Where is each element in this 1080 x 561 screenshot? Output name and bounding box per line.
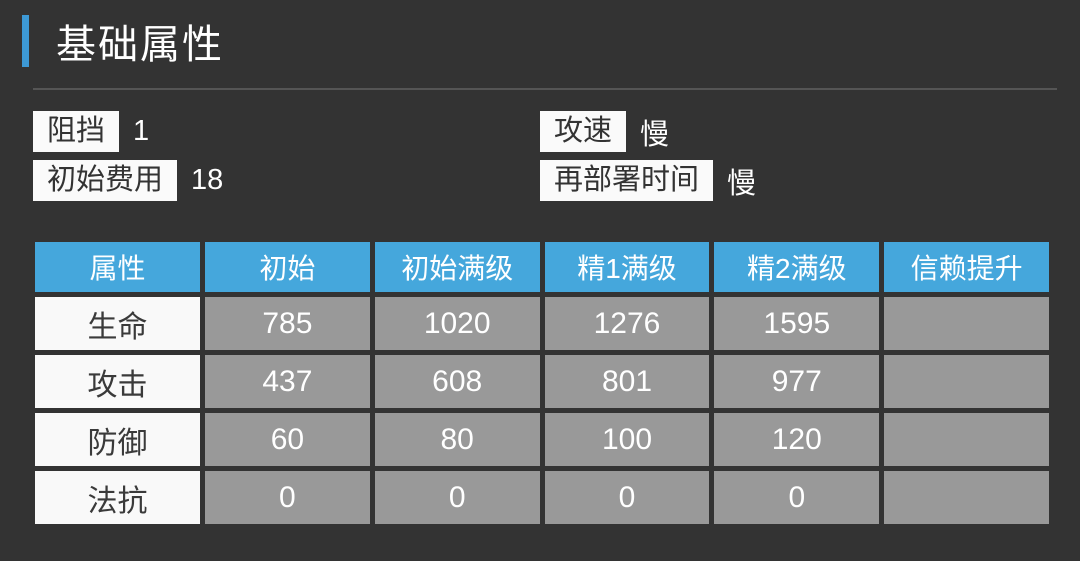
stat-value-attack-speed: 慢	[640, 118, 670, 151]
stat-cell: 608	[369, 350, 545, 413]
table-header-row: 属性 初始 初始满级 精1满级 精2满级 信赖提升	[30, 237, 1054, 297]
stat-cell: 801	[539, 350, 715, 413]
stat-label-block: 阻挡	[33, 111, 120, 152]
stat-cell-trust	[879, 350, 1054, 413]
header-cell-attribute: 属性	[30, 237, 205, 297]
table-row-res: 法抗 0 0 0 0	[30, 466, 1054, 529]
stat-cell: 0	[200, 466, 375, 529]
stat-cell: 120	[709, 408, 885, 471]
stat-label-initial-cost: 初始费用	[33, 160, 178, 201]
stat-cell: 977	[709, 350, 885, 413]
stat-cell: 1276	[539, 292, 715, 355]
stat-redeploy-time: 再部署时间 慢	[540, 160, 1080, 201]
stat-cell-trust	[879, 292, 1054, 355]
stat-cell-trust	[879, 466, 1054, 529]
stat-cell: 437	[200, 350, 375, 413]
stat-cell: 60	[200, 408, 375, 471]
stat-value-redeploy-time: 慢	[727, 167, 757, 200]
stat-cell: 100	[539, 408, 715, 471]
stat-cell: 0	[369, 466, 545, 529]
stat-cell: 1595	[709, 292, 885, 355]
table-row-def: 防御 60 80 100 120	[30, 408, 1054, 471]
header-cell-initial: 初始	[200, 237, 375, 297]
section-header: 基础属性	[0, 0, 1080, 70]
header-cell-trust-bonus: 信赖提升	[879, 237, 1054, 297]
stat-cell-trust	[879, 408, 1054, 471]
stat-attack-speed: 攻速 慢	[540, 111, 1080, 152]
row-label-hp: 生命	[30, 292, 205, 355]
header-cell-elite2-max: 精2满级	[709, 237, 885, 297]
section-divider	[33, 88, 1057, 90]
stat-cell: 1020	[369, 292, 545, 355]
table-row-atk: 攻击 437 608 801 977	[30, 350, 1054, 413]
stat-label-attack-speed: 攻速	[540, 111, 627, 152]
attributes-table: 属性 初始 初始满级 精1满级 精2满级 信赖提升 生命 785 1020 12…	[30, 237, 1054, 529]
header-cell-elite1-max: 精1满级	[539, 237, 715, 297]
stat-cell: 80	[369, 408, 545, 471]
stat-block-count: 阻挡 1	[33, 111, 540, 152]
stat-initial-cost: 初始费用 18	[33, 160, 540, 201]
stat-value-initial-cost: 18	[191, 164, 224, 196]
stat-cell: 785	[200, 292, 375, 355]
basic-info-grid: 阻挡 1 攻速 慢 初始费用 18 再部署时间 慢	[33, 111, 1080, 201]
stat-cell: 0	[539, 466, 715, 529]
row-label-def: 防御	[30, 408, 205, 471]
title-accent-bar	[22, 15, 29, 67]
stat-label-redeploy-time: 再部署时间	[540, 160, 714, 201]
table-row-hp: 生命 785 1020 1276 1595	[30, 292, 1054, 355]
row-label-atk: 攻击	[30, 350, 205, 413]
stat-value-block: 1	[133, 115, 150, 147]
header-cell-initial-max: 初始满级	[369, 237, 545, 297]
stat-cell: 0	[709, 466, 885, 529]
row-label-res: 法抗	[30, 466, 205, 529]
section-title: 基础属性	[56, 23, 224, 67]
